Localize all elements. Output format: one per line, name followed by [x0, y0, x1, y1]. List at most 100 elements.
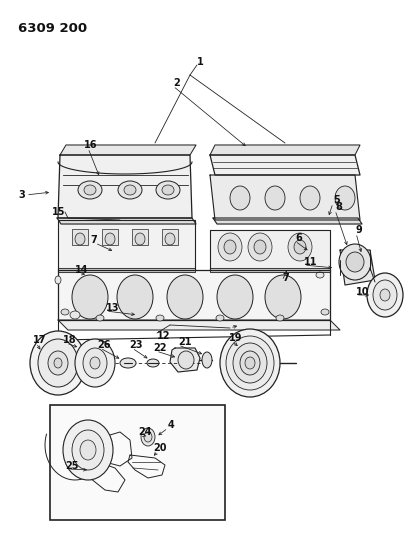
- Text: 25: 25: [65, 461, 78, 471]
- Ellipse shape: [120, 358, 136, 368]
- Text: 5: 5: [333, 195, 340, 205]
- Text: 3: 3: [18, 190, 25, 200]
- Text: 19: 19: [229, 333, 242, 343]
- Ellipse shape: [294, 240, 306, 254]
- Text: 2: 2: [173, 78, 180, 88]
- Ellipse shape: [162, 185, 174, 195]
- Ellipse shape: [167, 275, 203, 319]
- Ellipse shape: [202, 352, 212, 368]
- Text: 18: 18: [63, 335, 77, 345]
- Ellipse shape: [55, 276, 61, 284]
- Polygon shape: [210, 230, 330, 270]
- Polygon shape: [58, 268, 195, 272]
- Ellipse shape: [54, 358, 62, 368]
- Polygon shape: [58, 220, 195, 270]
- Ellipse shape: [217, 275, 253, 319]
- Ellipse shape: [288, 233, 312, 261]
- Ellipse shape: [220, 329, 280, 397]
- Ellipse shape: [90, 357, 100, 369]
- Text: 10: 10: [356, 287, 370, 297]
- Text: 4: 4: [168, 420, 175, 430]
- Polygon shape: [210, 145, 360, 155]
- Ellipse shape: [96, 315, 104, 321]
- Ellipse shape: [226, 336, 274, 390]
- Ellipse shape: [230, 186, 250, 210]
- Text: 6: 6: [295, 233, 302, 243]
- Text: 13: 13: [106, 303, 120, 313]
- Text: 7: 7: [282, 273, 289, 283]
- Ellipse shape: [248, 233, 272, 261]
- Ellipse shape: [276, 315, 284, 321]
- Ellipse shape: [72, 275, 108, 319]
- Polygon shape: [210, 268, 330, 272]
- Text: 7: 7: [90, 235, 97, 245]
- Text: 8: 8: [335, 202, 342, 212]
- Ellipse shape: [233, 343, 267, 383]
- Bar: [132, 229, 148, 245]
- Ellipse shape: [70, 311, 80, 319]
- Text: 6309 200: 6309 200: [18, 22, 87, 35]
- Ellipse shape: [144, 432, 152, 442]
- Polygon shape: [60, 145, 196, 155]
- Polygon shape: [88, 462, 125, 492]
- Ellipse shape: [72, 430, 104, 470]
- Ellipse shape: [265, 186, 285, 210]
- Polygon shape: [58, 155, 192, 218]
- Ellipse shape: [339, 244, 371, 280]
- Ellipse shape: [156, 315, 164, 321]
- Bar: [50, 405, 225, 520]
- Ellipse shape: [240, 351, 260, 375]
- Polygon shape: [128, 455, 165, 478]
- Ellipse shape: [118, 181, 142, 199]
- Polygon shape: [340, 250, 375, 285]
- Ellipse shape: [80, 440, 96, 460]
- Polygon shape: [170, 348, 200, 372]
- Ellipse shape: [321, 309, 329, 315]
- Text: 22: 22: [153, 343, 166, 353]
- Ellipse shape: [147, 359, 159, 367]
- Polygon shape: [210, 155, 360, 175]
- Ellipse shape: [38, 339, 78, 387]
- Ellipse shape: [224, 240, 236, 254]
- Ellipse shape: [61, 309, 69, 315]
- Ellipse shape: [75, 233, 85, 245]
- Text: 20: 20: [153, 443, 166, 453]
- Bar: [162, 229, 178, 245]
- Ellipse shape: [218, 233, 242, 261]
- Text: 11: 11: [304, 257, 317, 267]
- Text: 1: 1: [197, 57, 204, 67]
- Ellipse shape: [367, 273, 403, 317]
- Ellipse shape: [380, 289, 390, 301]
- Ellipse shape: [300, 186, 320, 210]
- Ellipse shape: [83, 348, 107, 378]
- Ellipse shape: [105, 233, 115, 245]
- Text: 15: 15: [52, 207, 66, 217]
- Ellipse shape: [48, 351, 68, 375]
- Ellipse shape: [117, 275, 153, 319]
- Ellipse shape: [84, 185, 96, 195]
- Ellipse shape: [75, 339, 115, 387]
- Ellipse shape: [245, 357, 255, 369]
- Text: 16: 16: [84, 140, 98, 150]
- Text: 9: 9: [356, 225, 363, 235]
- Text: 23: 23: [129, 340, 142, 350]
- Polygon shape: [210, 175, 360, 220]
- Ellipse shape: [346, 252, 364, 272]
- Ellipse shape: [141, 428, 155, 446]
- Ellipse shape: [373, 280, 397, 310]
- Polygon shape: [57, 218, 196, 224]
- Ellipse shape: [156, 181, 180, 199]
- Ellipse shape: [63, 420, 113, 480]
- Ellipse shape: [178, 351, 194, 369]
- Text: 21: 21: [178, 337, 191, 347]
- Ellipse shape: [165, 233, 175, 245]
- Polygon shape: [213, 218, 362, 224]
- Ellipse shape: [265, 275, 301, 319]
- Ellipse shape: [316, 272, 324, 278]
- Ellipse shape: [78, 181, 102, 199]
- Ellipse shape: [216, 315, 224, 321]
- Ellipse shape: [335, 186, 355, 210]
- Text: 26: 26: [97, 340, 111, 350]
- Bar: [72, 229, 88, 245]
- Text: 12: 12: [157, 331, 171, 341]
